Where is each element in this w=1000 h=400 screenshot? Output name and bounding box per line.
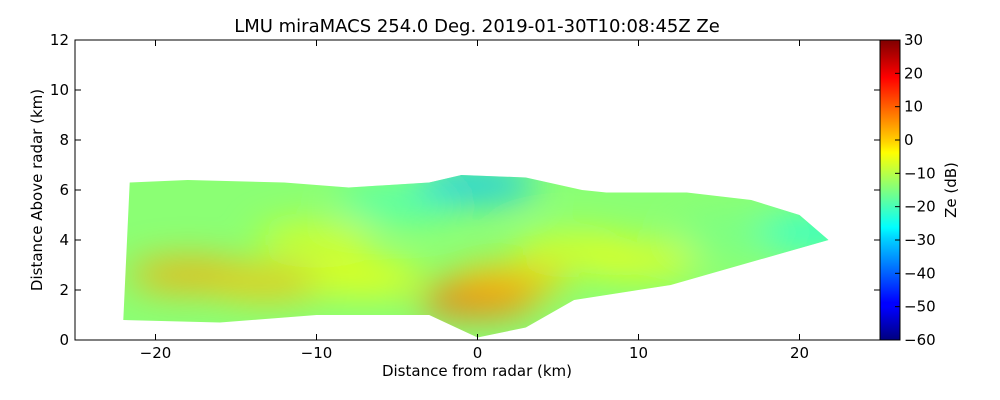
- y-axis: 0 2 4 6 8 10 12: [50, 31, 880, 349]
- colorbar-tick-label: 30: [904, 31, 923, 49]
- colorbar-tick-label: −30: [904, 231, 936, 249]
- colorbar: [879, 39, 901, 341]
- colorbar-tick-label: −40: [904, 264, 936, 282]
- reflectivity-feature: [578, 244, 699, 276]
- y-tick-label: 6: [59, 181, 69, 199]
- colorbar-tick-label: −10: [904, 164, 936, 182]
- colorbar-ticks: 30 20 10 0 −10 −20 −30 −40 −50 −60: [895, 31, 936, 349]
- colorbar-label: Ze (dB): [942, 162, 960, 218]
- radar-echo-region: [123, 175, 829, 338]
- colorbar-tick-label: −50: [904, 298, 936, 316]
- y-tick-label: 0: [59, 331, 69, 349]
- colorbar-tick-label: 20: [904, 64, 923, 82]
- y-tick-label: 2: [59, 281, 69, 299]
- x-tick-label: 10: [629, 344, 648, 362]
- reflectivity-feature: [304, 261, 425, 294]
- y-tick-label: 12: [50, 31, 69, 49]
- x-tick-label: −10: [301, 344, 333, 362]
- reflectivity-features: [127, 175, 829, 316]
- reflectivity-feature: [337, 186, 457, 219]
- reflectivity-feature: [755, 216, 829, 249]
- y-tick-label: 10: [50, 81, 69, 99]
- colorbar-tick-label: 0: [904, 131, 914, 149]
- colorbar-tick-label: 10: [904, 98, 923, 116]
- reflectivity-feature: [256, 224, 377, 256]
- radar-echo-layer: [123, 175, 829, 338]
- colorbar-tick-label: −60: [904, 331, 936, 349]
- x-axis: −20 −10 0 10 20: [140, 40, 809, 362]
- y-axis-label: Distance Above radar (km): [28, 89, 46, 291]
- reflectivity-feature: [208, 266, 329, 299]
- x-tick-label: −20: [140, 344, 172, 362]
- reflectivity-feature: [449, 264, 570, 296]
- chart-title: LMU miraMACS 254.0 Deg. 2019-01-30T10:08…: [234, 16, 720, 37]
- x-axis-label: Distance from radar (km): [382, 362, 572, 380]
- colorbar-tick-label: −20: [904, 198, 936, 216]
- x-tick-label: 0: [473, 344, 483, 362]
- y-tick-label: 4: [59, 231, 69, 249]
- x-tick-label: 20: [790, 344, 809, 362]
- y-tick-label: 8: [59, 131, 69, 149]
